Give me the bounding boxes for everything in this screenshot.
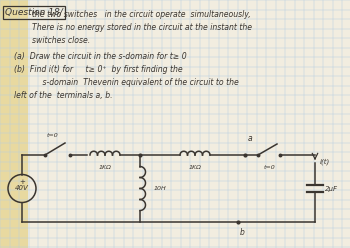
Text: the two switches   in the circuit operate  simultaneously,: the two switches in the circuit operate … — [32, 10, 251, 19]
Text: (b)  Find i(t) for     t≥ 0⁺  by first finding the: (b) Find i(t) for t≥ 0⁺ by first finding… — [14, 65, 183, 74]
Text: There is no energy stored in the circuit at the instant the: There is no energy stored in the circuit… — [32, 23, 252, 32]
Text: s-domain  Thevenin equivalent of the circuit to the: s-domain Thevenin equivalent of the circ… — [30, 78, 239, 87]
Text: 40V: 40V — [15, 186, 29, 191]
Text: 10H: 10H — [154, 186, 167, 191]
Text: +: + — [19, 180, 25, 186]
FancyBboxPatch shape — [0, 0, 28, 248]
Text: Question 18/: Question 18/ — [5, 8, 63, 17]
Text: 2μF: 2μF — [325, 186, 338, 191]
Text: t=0: t=0 — [47, 133, 58, 138]
Text: (a)  Draw the circuit in the s-domain for t≥ 0: (a) Draw the circuit in the s-domain for… — [14, 52, 187, 61]
Text: t=0: t=0 — [263, 165, 275, 170]
Text: i(t): i(t) — [320, 159, 330, 165]
Text: 1KΩ: 1KΩ — [99, 165, 111, 170]
Text: 1KΩ: 1KΩ — [189, 165, 202, 170]
Text: switches close.: switches close. — [32, 36, 90, 45]
Text: left of the  terminals a, b.: left of the terminals a, b. — [14, 91, 113, 100]
Text: b: b — [239, 228, 244, 237]
Text: a: a — [248, 134, 253, 143]
